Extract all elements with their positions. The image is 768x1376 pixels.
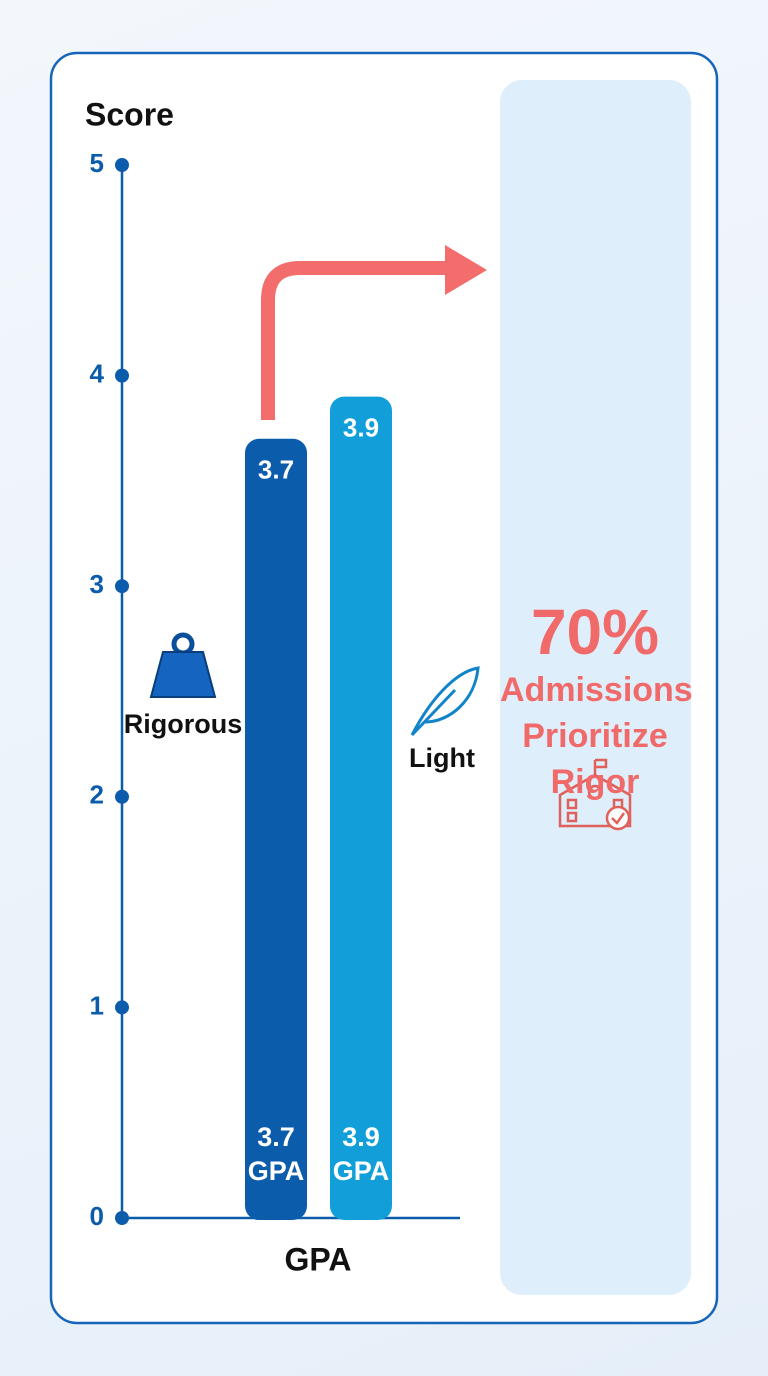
bar-bottom-label: 3.7 GPA xyxy=(247,1122,305,1186)
x-axis-title: GPA xyxy=(285,1241,352,1277)
tick-mark xyxy=(115,368,129,383)
bar xyxy=(245,438,307,1220)
callout: 70% Admissions Prioritize Rigor xyxy=(500,596,693,805)
school-icon xyxy=(558,758,632,831)
y-tick-label: 5 xyxy=(90,148,104,178)
callout-value: 70% xyxy=(530,596,660,668)
bar xyxy=(330,396,392,1220)
category-label: Light xyxy=(409,743,475,773)
y-tick-label: 0 xyxy=(90,1201,104,1231)
callout-panel xyxy=(500,80,691,1295)
y-tick-label: 4 xyxy=(90,358,105,388)
bar-value-label: 3.7 xyxy=(258,455,294,485)
arrow xyxy=(261,261,450,420)
y-tick-label: 1 xyxy=(90,990,104,1020)
y-axis-title: Score xyxy=(85,96,174,132)
feather-icon xyxy=(410,666,480,737)
category-label: Rigorous xyxy=(124,709,243,739)
tick-mark xyxy=(115,158,129,172)
y-tick-label: 3 xyxy=(90,569,104,599)
y-tick-label: 2 xyxy=(90,780,104,810)
tick-mark xyxy=(115,789,129,804)
bar-bottom-label: 3.9 GPA xyxy=(332,1122,390,1186)
bar-value-label: 3.9 xyxy=(343,413,379,443)
callout-text: Admissions Prioritize Rigor xyxy=(500,671,693,801)
tick-mark xyxy=(115,1000,129,1015)
arrow-head xyxy=(445,245,487,295)
tick-mark xyxy=(115,579,129,594)
weight-icon xyxy=(149,632,217,698)
tick-mark xyxy=(115,1211,129,1225)
